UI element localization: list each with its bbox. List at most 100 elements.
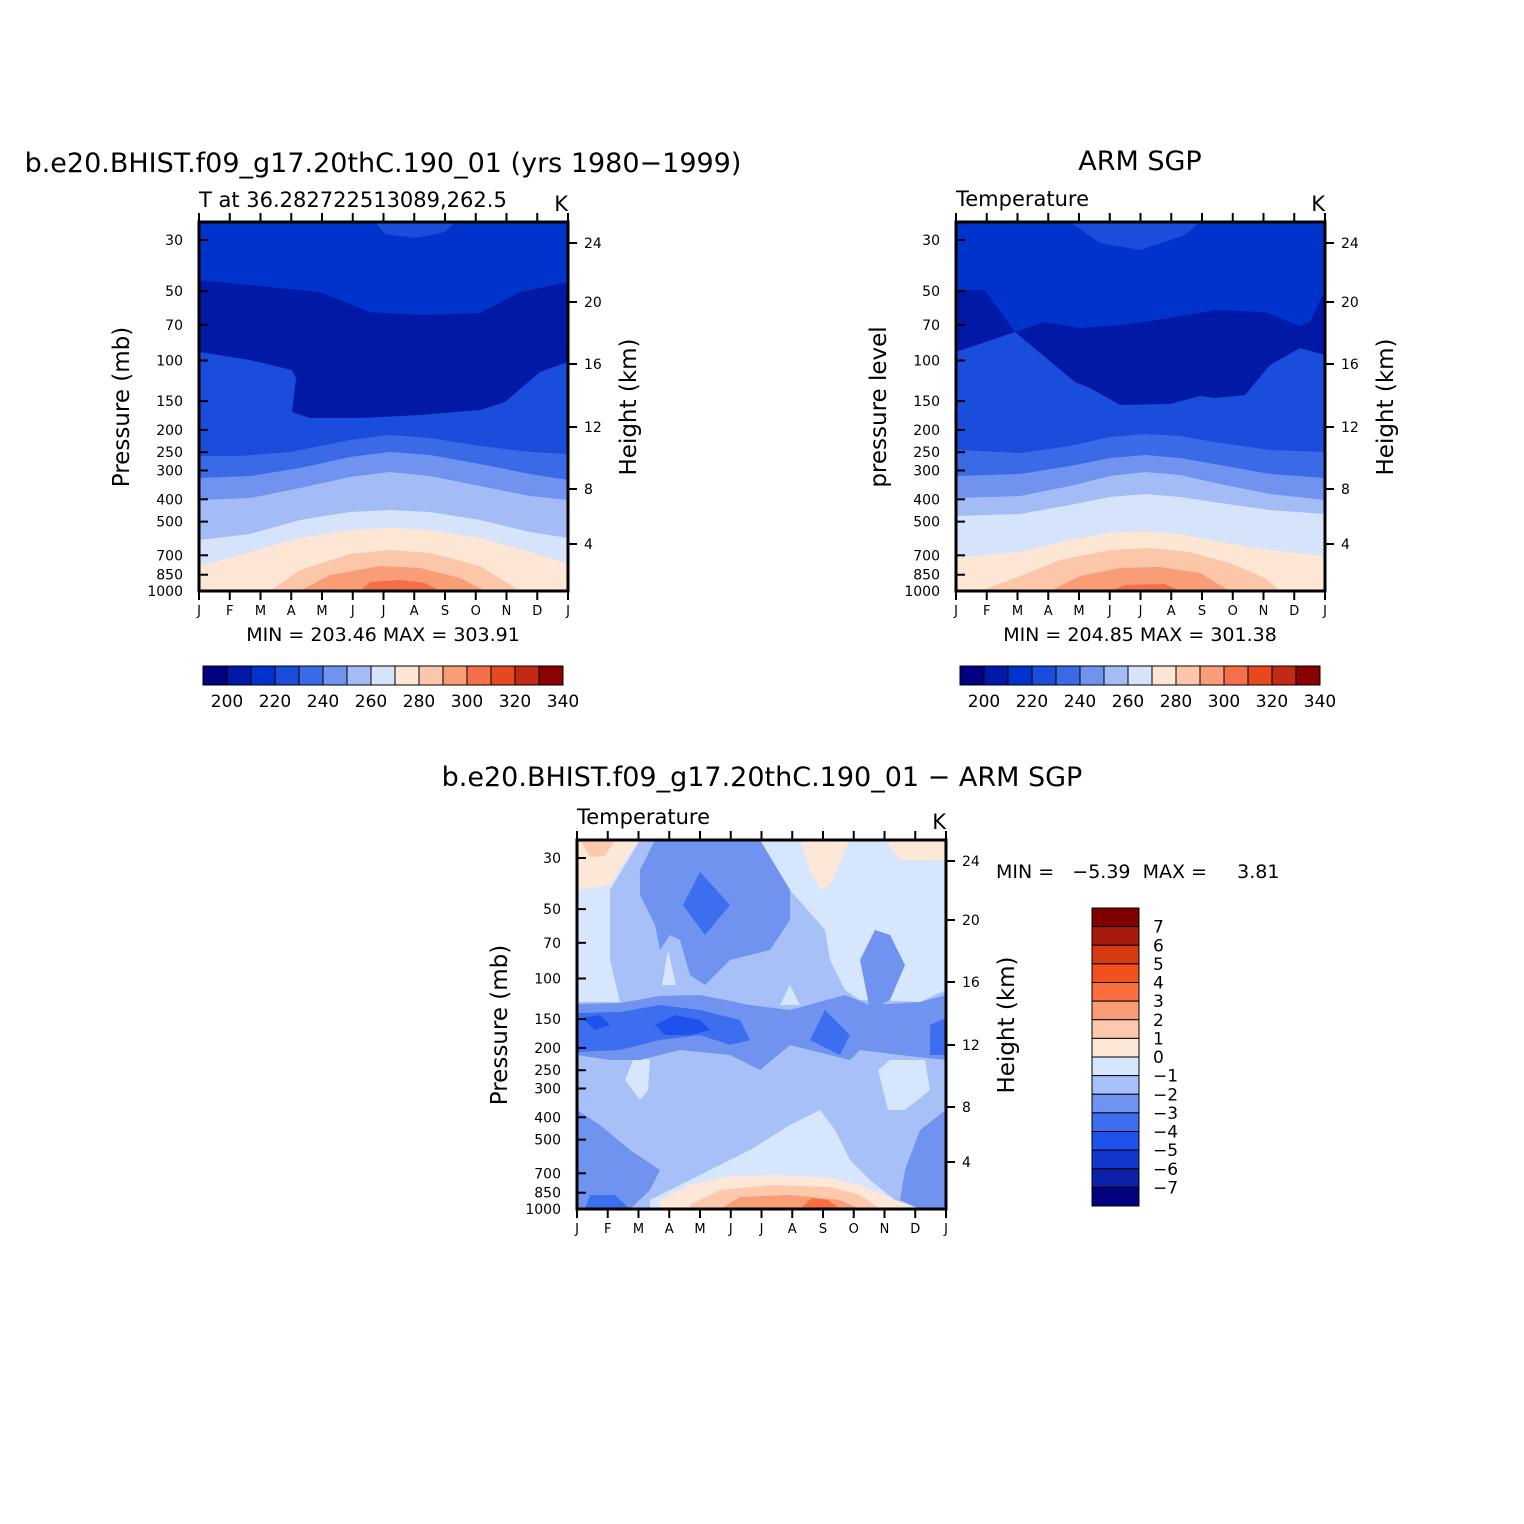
colorbar-swatch [370,665,396,686]
x-tick-label: D [1289,604,1299,619]
colorbar-swatch [514,665,540,686]
band-m3-lower-right [900,1110,946,1209]
y-tick-label: 1000 [525,1202,561,1218]
y-tick-label: 30 [543,851,561,867]
panel-difference-contours [577,840,946,1209]
y2-tick-label: 4 [584,537,593,553]
band-p1-top-right [885,840,946,860]
y2-tick-label: 4 [962,1155,971,1171]
panel-model-contours [199,222,568,591]
colorbar-swatch [1199,665,1225,686]
y2-tick-label: 8 [1341,482,1350,498]
y2-tick-label: 12 [584,420,602,436]
colorbar-swatch [346,665,372,686]
x-tick-label: J [1138,604,1143,619]
colorbar-swatch [1091,1019,1140,1039]
x-tick-label: M [316,604,327,619]
colorbar-swatch [1091,1112,1140,1132]
x-tick-label: J [196,604,201,619]
panel-obs-title: ARM SGP [1078,146,1201,177]
colorbar-swatch [1091,982,1140,1002]
band-top-light [375,222,455,238]
band-m5-core [655,1015,710,1035]
colorbar-swatch [418,665,444,686]
x-tick-label: O [1228,604,1238,619]
y2-tick-label: 24 [962,854,980,870]
panel-obs-subtitle-left: Temperature [955,187,1089,211]
colorbar-swatch [959,665,985,686]
y-tick-label: 400 [913,492,940,508]
panel-obs-units: K [1311,192,1326,216]
colorbar-swatch [226,665,252,686]
y2-tick-label: 20 [584,295,602,311]
y-tick-label: 400 [534,1110,561,1126]
panel-obs-colorbar: 200 220 240 260 280 300 320 340 [959,665,1336,712]
x-tick-label: O [849,1222,859,1237]
y-tick-label: 1000 [147,584,183,600]
x-tick-label: J [953,604,958,619]
colorbar-swatch [1091,963,1140,983]
panel-difference-title: b.e20.BHIST.f09_g17.20thC.190_01 − ARM S… [442,762,1083,793]
panel-model-y2label: Height (km) [616,338,642,475]
panel-model-subtitle-left: T at 36.282722513089,262.5 [198,188,507,212]
colorbar-swatch [442,665,468,686]
colorbar-swatch [1091,1056,1140,1077]
colorbar-label: 300 [451,692,483,712]
y-tick-label: 500 [156,515,183,531]
x-tick-label: J [728,1222,733,1237]
colorbar-label: 0 [1153,1048,1164,1068]
colorbar-label: 200 [968,692,1000,712]
y2-tick-label: 12 [962,1038,980,1054]
y-tick-label: 850 [156,568,183,584]
colorbar-swatch [538,665,564,686]
x-tick-label: A [287,604,296,619]
y-tick-label: 850 [534,1186,561,1202]
colorbar-swatch [490,665,516,686]
colorbar-swatch [1091,1093,1140,1114]
colorbar-swatch [1055,665,1081,686]
colorbar-label: 2 [1153,1011,1164,1031]
colorbar-label: −4 [1153,1123,1178,1143]
colorbar-swatch [1091,907,1140,928]
y-tick-label: 200 [534,1041,561,1057]
colorbar-swatch [274,665,300,686]
y2-tick-label: 12 [1341,420,1359,436]
y-tick-label: 30 [165,233,183,249]
band-top-light [1070,222,1200,250]
x-tick-label: D [532,604,542,619]
colorbar-label: 300 [1208,692,1240,712]
panel-model-units: K [554,192,569,216]
y-tick-label: 150 [534,1012,561,1028]
y-tick-label: 700 [156,548,183,564]
panel-difference-ylabel: Pressure (mb) [487,945,513,1105]
colorbar-label: 320 [499,692,531,712]
colorbar-swatch [1247,665,1273,686]
y-tick-label: 250 [534,1063,561,1079]
colorbar-label: −2 [1153,1085,1178,1105]
y-tick-label: 100 [534,972,561,988]
x-tick-label: J [1322,604,1327,619]
colorbar-label: 240 [1064,692,1096,712]
y2-tick-label: 8 [584,482,593,498]
colorbar-swatch [1271,665,1297,686]
band-m4-bottom [585,1195,630,1209]
colorbar-swatch [1175,665,1201,686]
colorbar-label: 260 [355,692,387,712]
x-tick-label: M [1012,604,1023,619]
x-tick-label: N [502,604,512,619]
y-tick-label: 700 [534,1166,561,1182]
panel-model-colorbar: 200 220 240 260 280 300 320 340 [202,665,579,712]
band-m3-lower-left [577,1110,660,1209]
x-tick-label: S [441,604,449,619]
colorbar-swatch [250,665,276,686]
colorbar-label: 240 [307,692,339,712]
band-p4-lower [800,1198,840,1209]
band-tropopause-core [956,290,1325,405]
x-tick-label: J [1107,604,1112,619]
x-tick-label: S [819,1222,827,1237]
y2-tick-label: 16 [1341,357,1359,373]
colorbar-swatch [1151,665,1177,686]
